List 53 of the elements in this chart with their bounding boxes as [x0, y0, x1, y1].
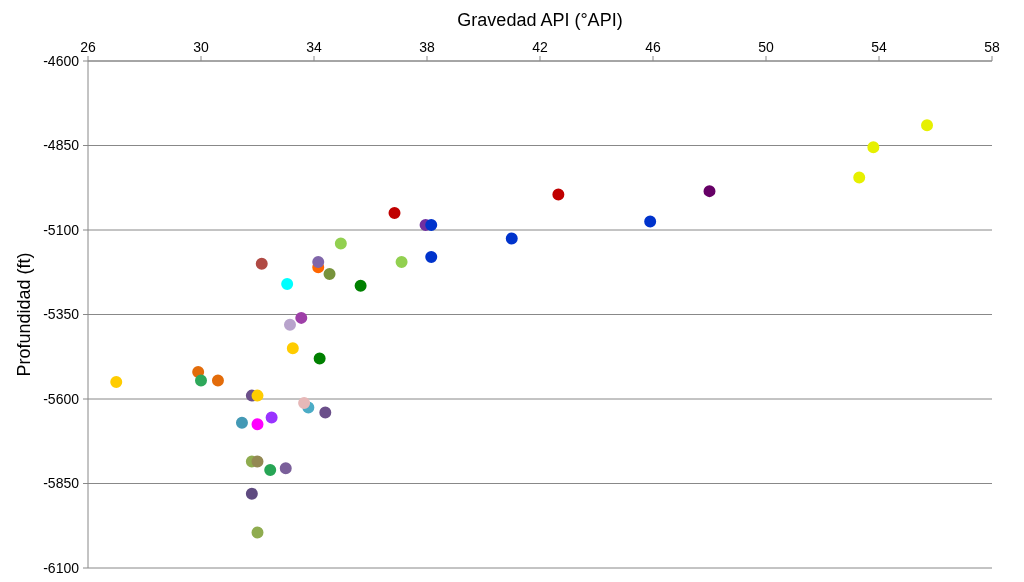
point — [867, 141, 880, 154]
point — [286, 342, 299, 355]
point — [245, 487, 258, 500]
x-tick-label: 26 — [80, 39, 96, 55]
point — [703, 185, 716, 198]
point — [425, 251, 438, 264]
y-tick-label: -6100 — [43, 559, 80, 576]
x-tick-label: 54 — [871, 39, 887, 55]
point — [298, 397, 311, 410]
point — [388, 207, 401, 220]
point — [395, 256, 408, 269]
point — [323, 267, 336, 280]
x-tick-label: 42 — [532, 39, 548, 55]
point — [319, 406, 332, 419]
x-tick-label: 30 — [193, 39, 209, 55]
point — [251, 526, 264, 539]
y-tick-label: -4600 — [43, 52, 80, 69]
point — [279, 462, 292, 475]
point — [425, 218, 438, 231]
point — [265, 411, 278, 424]
x-tick-label: 50 — [758, 39, 774, 55]
point — [211, 374, 224, 387]
point — [295, 311, 308, 324]
point — [251, 389, 264, 402]
point — [354, 279, 367, 292]
point — [505, 232, 518, 245]
point — [334, 237, 347, 250]
point — [552, 188, 565, 201]
x-tick-label: 58 — [984, 39, 1000, 55]
y-tick-label: -5350 — [43, 306, 80, 323]
point — [251, 455, 264, 468]
point — [264, 463, 277, 476]
y-tick-label: -5600 — [43, 390, 80, 407]
x-axis-title: Gravedad API (°API) — [457, 10, 623, 30]
y-tick-label: -5100 — [43, 221, 80, 238]
point — [251, 418, 264, 431]
x-tick-label: 38 — [419, 39, 435, 55]
point — [644, 215, 657, 228]
y-tick-label: -4850 — [43, 137, 80, 154]
y-axis-title: Profundidad (ft) — [14, 252, 34, 377]
point — [235, 416, 248, 429]
point — [281, 278, 294, 291]
x-tick-label: 46 — [645, 39, 661, 55]
point — [312, 256, 325, 269]
x-tick-label: 34 — [306, 39, 322, 55]
point — [313, 352, 326, 365]
point — [921, 119, 934, 132]
point — [195, 374, 207, 387]
point — [255, 257, 268, 270]
point — [853, 171, 866, 184]
point — [110, 376, 123, 389]
y-tick-label: -5850 — [43, 475, 80, 492]
point — [283, 318, 296, 331]
